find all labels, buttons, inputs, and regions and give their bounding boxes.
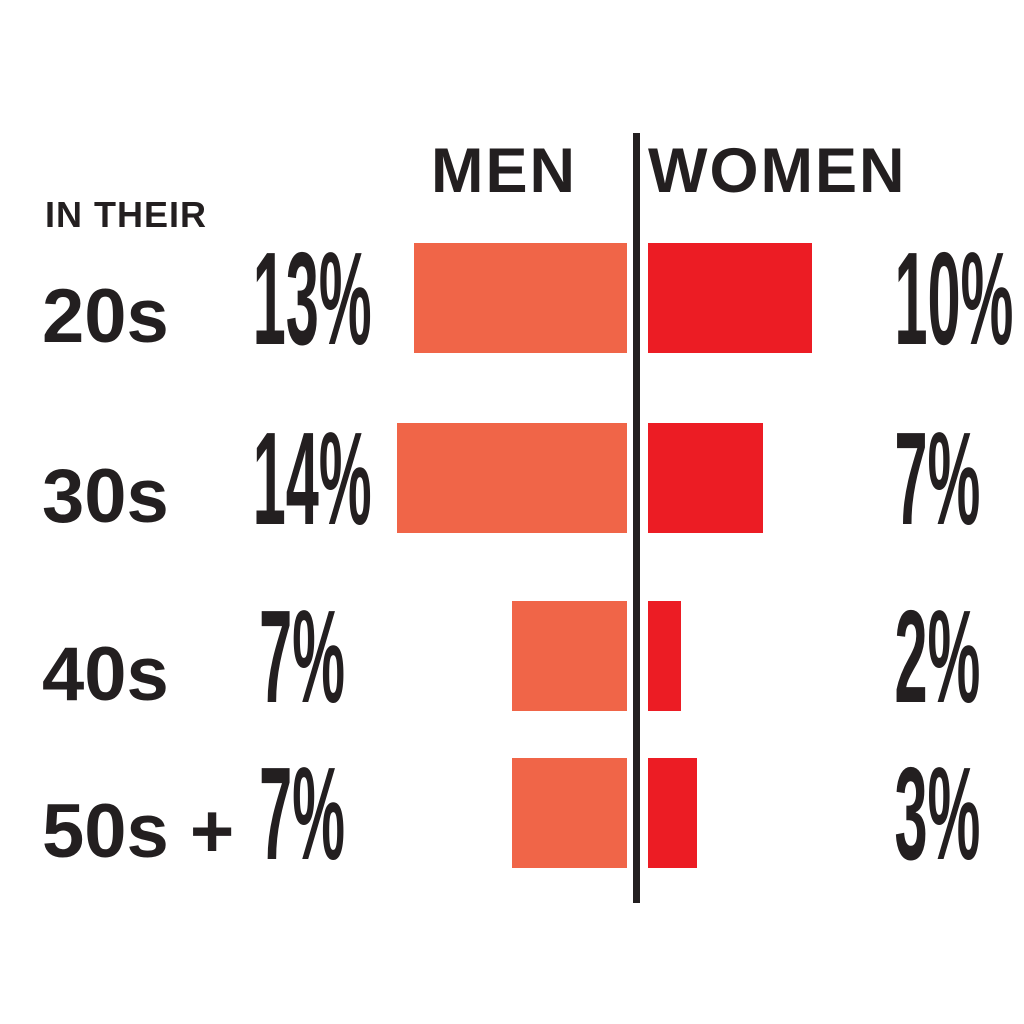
women-value-label: 10% <box>894 225 1014 372</box>
women-bar <box>648 758 698 868</box>
women-value-label: 2% <box>894 583 981 730</box>
men-bar <box>413 243 627 353</box>
men-value-label: 14% <box>252 405 372 552</box>
group-label: IN THEIR <box>45 194 208 235</box>
age-category-label: 30s <box>42 454 169 539</box>
women-bar <box>648 601 681 711</box>
women-column-header: WOMEN <box>648 136 907 206</box>
women-bar <box>648 423 763 533</box>
age-category-label: 50s + <box>42 789 235 874</box>
women-value-label: 3% <box>894 740 981 887</box>
age-category-label: 40s <box>42 632 169 717</box>
chart-row: 50s + 7% 3% <box>0 748 1024 880</box>
chart-row: 20s 13% 10% <box>0 233 1024 365</box>
men-bar <box>512 601 627 711</box>
chart-row: 40s 7% 2% <box>0 591 1024 723</box>
men-value-label: 13% <box>252 225 372 372</box>
women-value-label: 7% <box>894 405 981 552</box>
women-bar <box>648 243 812 353</box>
column-divider-line <box>633 133 640 903</box>
age-category-label: 20s <box>42 274 169 359</box>
chart-row: 30s 14% 7% <box>0 413 1024 545</box>
men-bar <box>512 758 627 868</box>
men-value-label: 7% <box>259 740 345 887</box>
men-column-header: MEN <box>431 136 577 206</box>
men-value-label: 7% <box>259 583 345 730</box>
men-bar <box>397 423 627 533</box>
